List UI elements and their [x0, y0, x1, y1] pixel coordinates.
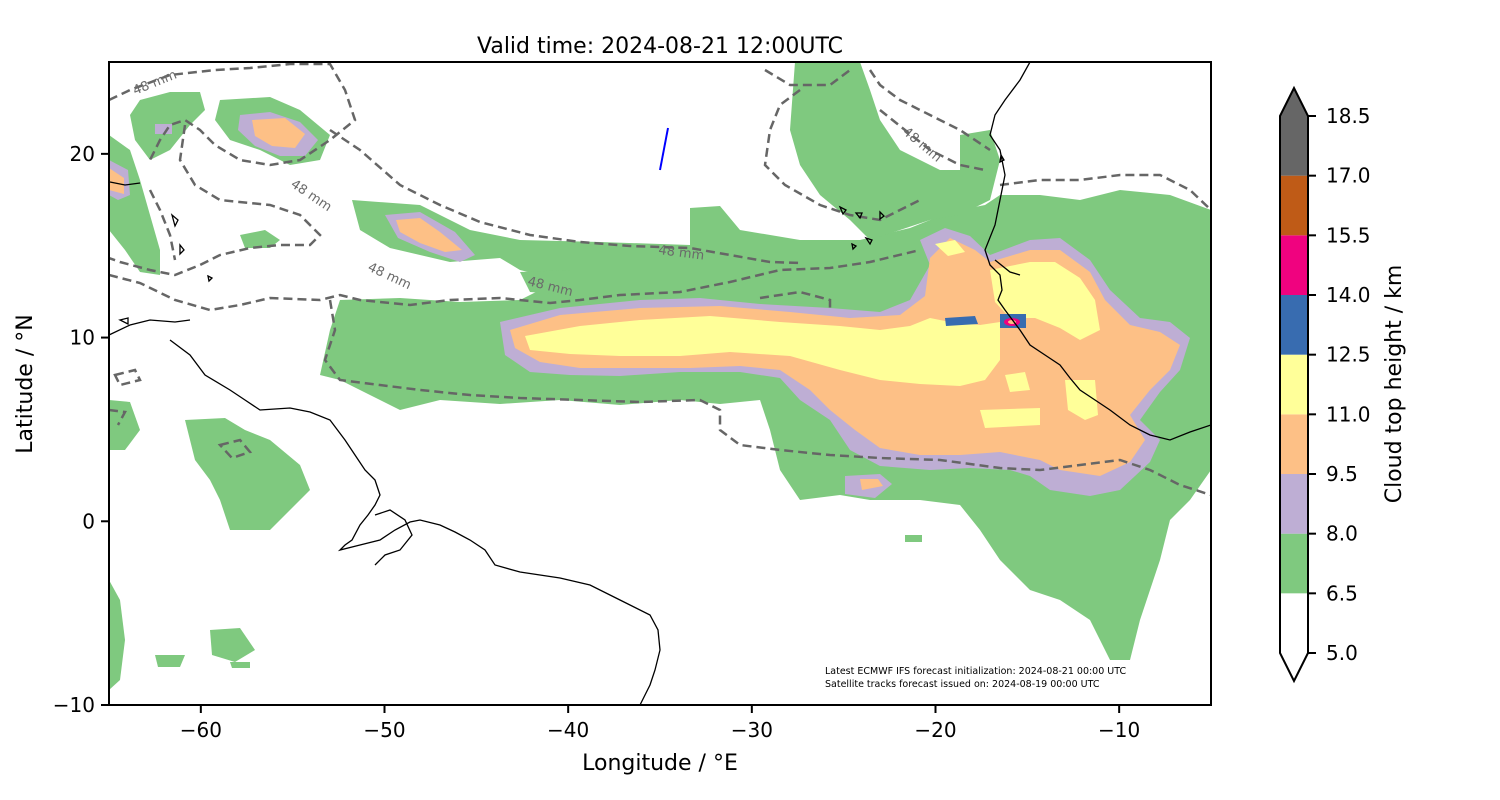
y-axis-label: Latitude / °N — [13, 314, 38, 453]
colorbar-segment — [1280, 593, 1308, 653]
coastlines — [109, 62, 1211, 705]
islands — [118, 153, 1005, 326]
colorbar-segment — [1280, 414, 1308, 474]
colorbar-extend-max — [1280, 88, 1308, 116]
colorbar-segment — [1280, 474, 1308, 534]
y-tick-label: 20 — [70, 142, 95, 166]
colorbar-segment — [1280, 116, 1308, 176]
y-axis-ticks: 20 10 0 −10 — [53, 142, 109, 717]
satellite-track — [659, 127, 669, 171]
colorbar-segment — [1280, 533, 1308, 594]
y-tick-label: −10 — [53, 693, 95, 717]
forecast-init-note: Latest ECMWF IFS forecast initialization… — [825, 666, 1126, 677]
x-tick-label: −60 — [180, 718, 222, 742]
y-tick-label: 0 — [82, 509, 95, 533]
map-frame — [108, 61, 1212, 706]
colorbar-tick-label: 12.5 — [1326, 343, 1371, 367]
colorbar-tick-label: 8.0 — [1326, 522, 1358, 546]
colorbar-tick-label: 15.5 — [1326, 223, 1371, 247]
contour-label: 48 mm — [658, 243, 706, 263]
x-axis-label: Longitude / °E — [582, 751, 738, 776]
colorbar-tick-label: 6.5 — [1326, 581, 1358, 605]
colorbar-tick-label: 14.0 — [1326, 283, 1371, 307]
colorbar-segment — [1280, 235, 1308, 295]
colorbar-label: Cloud top height / km — [1382, 265, 1407, 504]
colorbar-tick-label: 18.5 — [1326, 104, 1371, 128]
y-tick-label: 10 — [70, 326, 95, 350]
x-axis-ticks: −60 −50 −40 −30 −20 −10 — [180, 705, 1140, 742]
colorbar-segment — [1280, 354, 1308, 415]
precip-contours-48mm — [109, 62, 1211, 497]
colorbar: 5.0 6.5 8.0 9.5 11.0 12.5 14.0 15.5 17.0 18.5 — [1279, 85, 1371, 684]
map-title: Valid time: 2024-08-21 12:00UTC — [477, 34, 843, 59]
x-tick-label: −40 — [547, 718, 589, 742]
map-panel: 48 mm 48 mm 48 mm 48 mm 48 mm 48 mm Late… — [109, 62, 1211, 705]
colorbar-tick-label: 9.5 — [1326, 462, 1358, 486]
colorbar-segment — [1280, 175, 1308, 236]
cloud-layer-11-km — [525, 240, 1100, 428]
x-tick-label: −20 — [914, 718, 956, 742]
colorbar-tick-label: 11.0 — [1326, 402, 1371, 426]
colorbar-tick-label: 17.0 — [1326, 164, 1371, 188]
x-tick-label: −50 — [363, 718, 405, 742]
x-tick-label: −10 — [1098, 718, 1140, 742]
x-tick-label: −30 — [731, 718, 773, 742]
colorbar-extend-min — [1280, 653, 1308, 681]
colorbar-tick-label: 5.0 — [1326, 641, 1358, 665]
colorbar-segment — [1280, 295, 1308, 355]
satellite-issue-note: Satellite tracks forecast issued on: 202… — [825, 679, 1100, 690]
